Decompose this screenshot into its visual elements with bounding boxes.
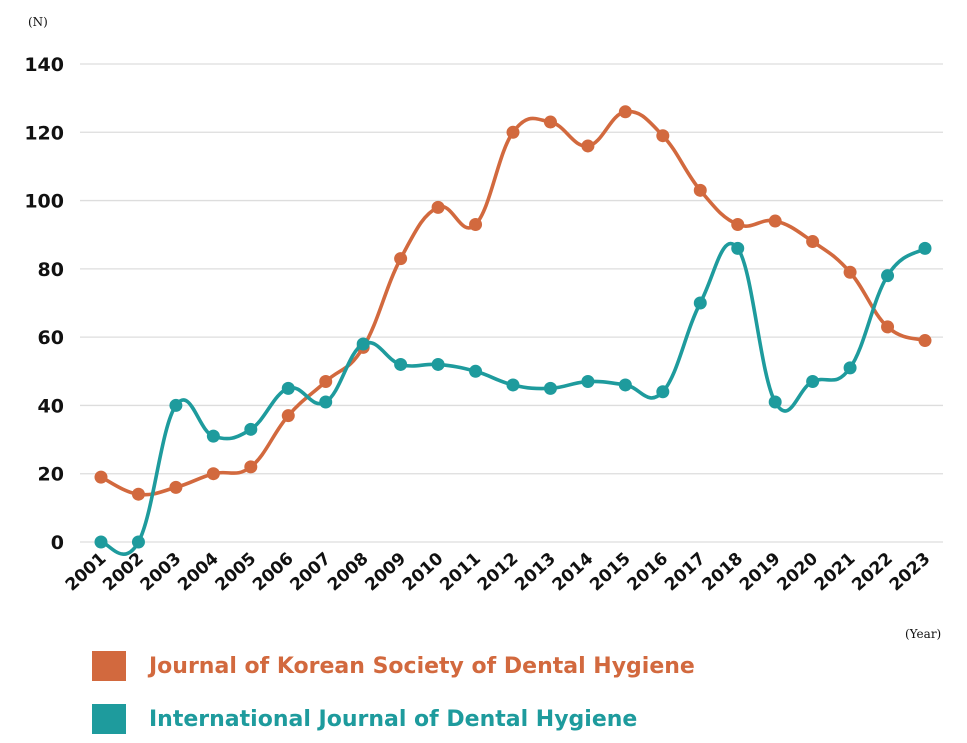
x-tick-label: 2011 [436,549,485,596]
legend-swatch-kssdh [92,651,126,681]
data-point-kssdh [693,183,707,197]
data-point-ijdh [206,429,220,443]
y-tick-label: 60 [38,327,64,349]
data-point-kssdh [469,217,483,231]
x-tick-label: 2022 [848,549,897,596]
x-tick-label: 2020 [773,549,822,596]
data-point-ijdh [356,337,370,351]
data-point-ijdh [506,378,520,392]
x-tick-label: 2010 [399,549,448,596]
data-point-ijdh [131,535,145,549]
x-tick-label: 2016 [624,549,673,596]
legend-label-ijdh: International Journal of Dental Hygiene [149,706,638,732]
data-point-ijdh [806,375,820,389]
y-axis-ticks: 0 20 40 60 80 100 120 140 [24,54,64,554]
y-tick-label: 20 [38,464,64,486]
data-point-ijdh [918,241,932,255]
x-tick-label: 2012 [474,549,523,596]
data-point-kssdh [281,409,295,423]
x-tick-label: 2017 [661,549,710,596]
data-point-kssdh [581,139,595,153]
data-point-kssdh [394,252,408,266]
y-tick-label: 120 [24,122,64,144]
x-tick-label: 2021 [811,549,860,596]
data-point-kssdh [94,470,108,484]
x-tick-label: 2007 [287,549,336,596]
data-point-ijdh [319,395,333,409]
data-point-kssdh [206,467,220,481]
legend-swatch-ijdh [92,704,126,734]
data-point-kssdh [656,129,670,143]
legend-label-kssdh: Journal of Korean Society of Dental Hygi… [149,653,695,679]
x-tick-label: 2005 [212,549,261,596]
data-point-kssdh [768,214,782,228]
data-point-ijdh [581,375,595,389]
data-point-ijdh [94,535,108,549]
data-point-ijdh [618,378,632,392]
data-point-kssdh [731,217,745,231]
y-tick-label: 80 [38,259,64,281]
x-tick-label: 2015 [586,549,635,596]
data-point-ijdh [731,241,745,255]
data-point-kssdh [806,235,820,249]
data-point-kssdh [543,115,557,129]
data-point-ijdh [656,385,670,399]
x-axis-ticks: 2001200220032004200520062007200820092010… [62,549,935,596]
data-point-ijdh [244,422,258,436]
data-point-ijdh [431,357,445,371]
legend-item-ijdh: International Journal of Dental Hygiene [92,704,637,734]
series-ijdh [94,241,932,556]
x-tick-label: 2001 [62,549,111,596]
series-line-ijdh [100,241,927,556]
data-point-kssdh [843,265,857,279]
x-tick-label: 2018 [699,549,748,596]
series-kssdh [94,105,932,501]
y-tick-label: 40 [38,395,64,417]
data-point-ijdh [543,381,557,395]
data-point-kssdh [918,334,932,348]
x-tick-label: 2019 [736,549,785,596]
data-point-kssdh [169,480,183,494]
data-point-ijdh [169,398,183,412]
data-point-ijdh [843,361,857,375]
data-point-ijdh [693,296,707,310]
x-tick-label: 2009 [361,549,410,596]
data-point-ijdh [281,381,295,395]
data-point-ijdh [768,395,782,409]
x-tick-label: 2008 [324,549,373,596]
x-tick-label: 2006 [249,549,298,596]
x-tick-label: 2023 [886,549,935,596]
y-tick-label: 140 [24,54,64,76]
y-axis-unit-label: (N) [28,15,48,29]
data-point-kssdh [431,200,445,214]
y-tick-label: 0 [51,532,64,554]
data-point-kssdh [131,487,145,501]
legend-item-kssdh: Journal of Korean Society of Dental Hygi… [92,651,695,681]
data-point-kssdh [244,460,258,474]
x-tick-label: 2013 [511,549,560,596]
data-point-ijdh [469,364,483,378]
x-tick-label: 2003 [137,549,186,596]
x-tick-label: 2014 [549,549,598,596]
data-point-kssdh [319,375,333,389]
data-point-ijdh [881,269,895,283]
data-point-ijdh [394,357,408,371]
data-point-kssdh [618,105,632,119]
y-tick-label: 100 [24,191,64,213]
data-point-kssdh [881,320,895,334]
x-tick-label: 2004 [174,549,223,596]
series-layer [94,105,932,556]
x-axis-unit-label: (Year) [905,627,941,641]
data-point-kssdh [506,125,520,139]
